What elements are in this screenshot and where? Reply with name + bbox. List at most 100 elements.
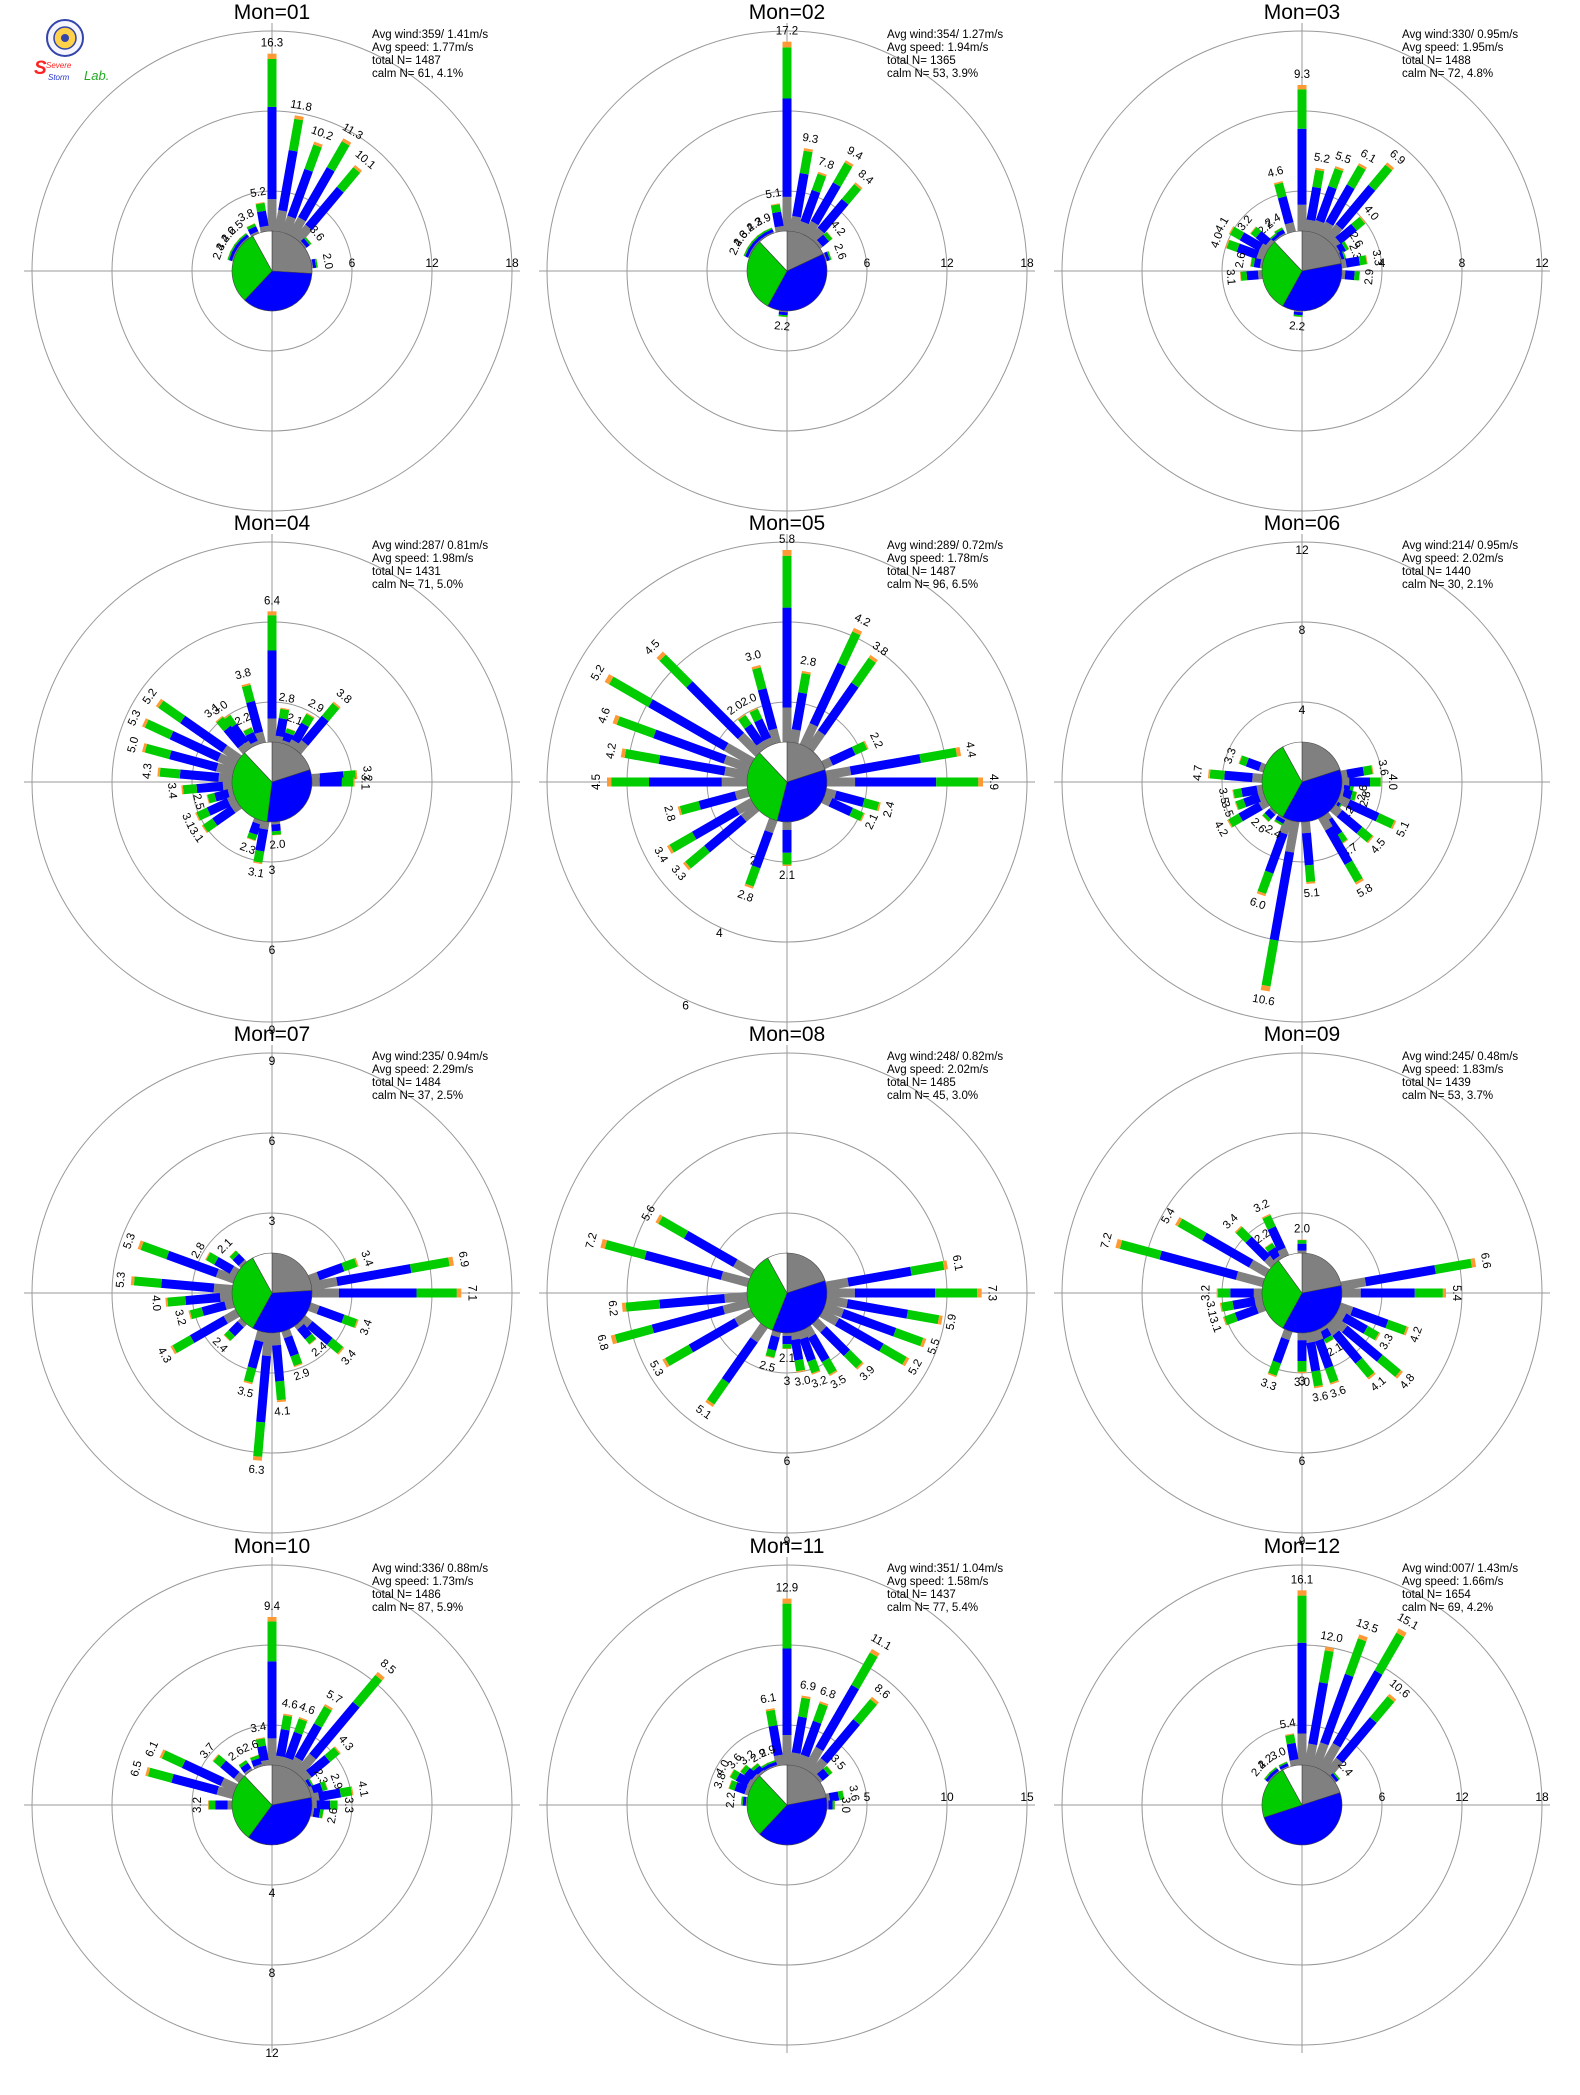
sector-value-label: 4.3 bbox=[141, 763, 154, 780]
info-line: Avg speed: 2.02m/s bbox=[887, 1064, 989, 1076]
speed-bin-segment bbox=[762, 235, 764, 238]
speed-bin-segment bbox=[826, 771, 850, 775]
speed-bin-segment bbox=[826, 1798, 829, 1799]
speed-bin-segment bbox=[1311, 1342, 1316, 1371]
speed-bin-segment bbox=[220, 1296, 232, 1297]
sector-value-label: 3.3 bbox=[1370, 249, 1385, 267]
speed-bin-segment bbox=[258, 1422, 261, 1456]
ring-label: 6 bbox=[1299, 1454, 1306, 1468]
speed-bin-segment bbox=[227, 1333, 232, 1338]
speed-bin-segment bbox=[660, 655, 663, 658]
speed-bin-segment bbox=[1234, 793, 1242, 794]
speed-bin-segment bbox=[1311, 187, 1317, 220]
speed-bin-segment bbox=[254, 1756, 255, 1759]
ring-label: 8 bbox=[1459, 256, 1466, 270]
sector-value-label: 2.9 bbox=[306, 697, 326, 715]
ring-label: 6 bbox=[682, 999, 689, 1013]
sector-bar: 5.8 bbox=[779, 534, 795, 742]
speed-bin-segment bbox=[833, 1372, 834, 1373]
sector-value-label: 4.5 bbox=[1369, 836, 1388, 856]
speed-bin-segment bbox=[864, 802, 879, 806]
speed-bin-segment bbox=[336, 704, 337, 705]
speed-bin-segment bbox=[1322, 1328, 1323, 1330]
panel-title: Mon=06 bbox=[1264, 512, 1340, 535]
ring-label: 8 bbox=[269, 1966, 276, 1980]
speed-bin-segment bbox=[842, 633, 857, 664]
speed-bin-segment bbox=[309, 146, 318, 170]
sector-value-label: 4.6 bbox=[297, 1701, 316, 1718]
speed-bin-segment bbox=[330, 1342, 340, 1351]
speed-bin-segment bbox=[826, 792, 836, 795]
speed-bin-segment bbox=[738, 1777, 749, 1783]
speed-bin-segment bbox=[276, 824, 277, 831]
sector-value-label: 3.9 bbox=[858, 1364, 878, 1384]
speed-bin-segment bbox=[768, 231, 769, 234]
sector-value-label: 3.4 bbox=[358, 1249, 375, 1269]
sector-value-label: 2.2 bbox=[725, 1792, 738, 1809]
speed-bin-segment bbox=[1290, 1735, 1292, 1744]
speed-bin-segment bbox=[146, 748, 170, 755]
speed-bin-segment bbox=[602, 1243, 606, 1244]
speed-bin-segment bbox=[1372, 168, 1389, 188]
info-line: Avg speed: 1.94m/s bbox=[887, 42, 989, 54]
speed-bin-segment bbox=[251, 225, 252, 228]
speed-bin-segment bbox=[244, 237, 246, 239]
sector-value-label: 16.1 bbox=[1291, 1574, 1313, 1586]
speed-bin-segment bbox=[895, 1332, 922, 1342]
sector-bar: 2.2 bbox=[774, 311, 791, 334]
speed-bin-segment bbox=[241, 1321, 244, 1324]
info-line: Avg wind:330/ 0.95m/s bbox=[1402, 29, 1518, 41]
sector-value-label: 2.3 bbox=[238, 841, 257, 858]
speed-bin-segment bbox=[214, 1288, 232, 1290]
speed-bin-segment bbox=[754, 711, 759, 721]
speed-bin-segment bbox=[246, 686, 250, 702]
speed-bin-segment bbox=[134, 1281, 161, 1283]
sector-bar: 11.1 bbox=[807, 1632, 893, 1770]
info-line: Avg speed: 1.66m/s bbox=[1402, 1576, 1504, 1588]
speed-bin-segment bbox=[250, 734, 254, 743]
speed-bin-segment bbox=[142, 1246, 168, 1255]
speed-bin-segment bbox=[337, 1269, 411, 1282]
speed-bin-segment bbox=[1279, 184, 1283, 198]
speed-bin-segment bbox=[751, 246, 754, 248]
speed-bin-segment bbox=[1258, 255, 1265, 257]
speed-bin-segment bbox=[764, 1765, 765, 1766]
speed-bin-segment bbox=[1226, 1317, 1237, 1321]
speed-bin-segment bbox=[313, 1787, 322, 1790]
info-line: total N= 1484 bbox=[372, 1077, 441, 1089]
ring-label: 6 bbox=[784, 1454, 791, 1468]
speed-bin-segment bbox=[794, 1753, 796, 1765]
ring-label: 18 bbox=[505, 256, 519, 270]
sector-bar: 2.2 bbox=[1289, 311, 1306, 334]
pie-slice bbox=[272, 1253, 312, 1293]
speed-bin-segment bbox=[612, 1339, 616, 1340]
panel-title: Mon=12 bbox=[1264, 1535, 1340, 1558]
speed-bin-segment bbox=[851, 759, 921, 771]
sector-bar: 6.6 bbox=[1341, 1252, 1492, 1286]
sector-value-label: 2.9 bbox=[1363, 268, 1376, 285]
info-line: calm N= 87, 5.9% bbox=[372, 1602, 463, 1614]
speed-bin-segment bbox=[726, 1340, 755, 1381]
info-line: total N= 1487 bbox=[372, 55, 441, 67]
sector-value-label: 3.1 bbox=[1203, 1300, 1218, 1318]
speed-bin-segment bbox=[1268, 243, 1271, 246]
speed-bin-segment bbox=[765, 1766, 767, 1769]
sector-value-label: 6.6 bbox=[1478, 1252, 1493, 1270]
speed-bin-segment bbox=[1340, 1307, 1352, 1311]
speed-bin-segment bbox=[820, 1772, 826, 1777]
speed-bin-segment bbox=[742, 717, 748, 726]
sector-value-label: 3.7 bbox=[198, 1741, 217, 1761]
info-line: Avg speed: 1.83m/s bbox=[1402, 1064, 1504, 1076]
speed-bin-segment bbox=[356, 1323, 357, 1324]
sector-value-label: 2.1 bbox=[779, 1353, 795, 1365]
speed-bin-segment bbox=[1363, 770, 1372, 772]
speed-bin-segment bbox=[207, 1256, 208, 1257]
sector-value-label: 2.8 bbox=[799, 655, 817, 670]
speed-bin-segment bbox=[267, 1333, 269, 1356]
speed-bin-segment bbox=[219, 719, 220, 720]
speed-bin-segment bbox=[737, 1313, 753, 1322]
speed-bin-segment bbox=[760, 743, 764, 749]
info-line: total N= 1440 bbox=[1402, 566, 1471, 578]
